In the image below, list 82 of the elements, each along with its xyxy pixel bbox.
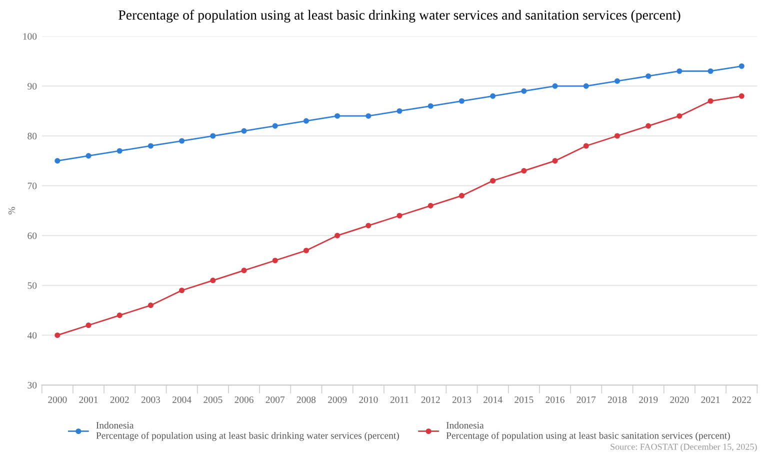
y-tick-label: 100 [23,33,37,40]
y-axis-title: % [8,206,15,214]
x-tick-label: 2006 [234,396,254,404]
point [738,93,744,99]
point [241,128,247,134]
x-tick-label: 2017 [576,396,596,404]
y-tick-label: 60 [28,232,37,240]
x-tick-label: 2001 [79,396,98,404]
x-tick-label: 2011 [390,396,408,404]
point [241,268,247,274]
y-tick-label: 70 [28,182,37,190]
point [428,103,434,109]
point [676,68,682,74]
point [334,232,340,238]
point [521,88,527,94]
point [366,113,372,119]
point [303,248,309,254]
point [552,83,558,89]
point [396,108,402,114]
point [86,322,92,328]
point [676,113,682,119]
point [708,68,714,74]
point [210,278,216,284]
point [54,332,60,338]
x-tick-label: 2004 [172,396,192,404]
point [148,143,154,149]
x-tick-label: 2007 [266,396,285,404]
x-tick-label: 2016 [546,396,564,404]
point [272,123,278,129]
point [708,98,714,104]
y-tick-label: 80 [28,132,37,140]
legend-label: Indonesia Percentage of population using at least basic drinking water services (percent) [96,422,399,441]
chart-title: Percentage of population using at least basic drinking water services and sanitation services (percent) [118,10,680,23]
point [614,78,620,84]
x-tick-label: 2019 [639,396,658,404]
x-tick-label: 2010 [359,396,378,404]
x-tick-label: 2009 [328,396,347,404]
point [116,148,122,154]
point [521,168,527,174]
y-tick-label: 90 [28,82,37,90]
source-note: Source: FAOSTAT (December 15, 2025) [610,443,757,452]
point [458,98,465,104]
x-tick-label: 2014 [484,396,502,404]
y-tick-label: 40 [27,332,37,339]
point [210,133,216,139]
point [552,158,558,164]
point [490,178,496,184]
x-tick-label: 2000 [48,396,67,404]
point [646,123,652,129]
point [738,63,744,69]
point [458,192,465,198]
point [396,212,402,218]
x-tick-label: 2002 [110,396,129,404]
point [148,302,154,308]
x-tick-label: 2015 [514,396,534,404]
x-tick-label: 2021 [701,396,720,404]
x-tick-label: 2018 [608,396,627,404]
point [179,288,185,294]
x-tick-label: 2005 [204,396,222,404]
point [583,143,589,149]
x-tick-label: 2008 [296,396,316,404]
point [366,222,372,228]
x-tick-label: 2013 [452,396,472,404]
y-tick-label: 50 [28,282,37,289]
point [646,73,652,79]
y-tick-label: 30 [28,382,37,389]
point [428,202,434,208]
point [272,258,278,264]
point [490,93,496,99]
point [334,113,340,119]
point [116,312,122,318]
x-tick-label: 2003 [141,396,160,404]
x-tick-label: 2022 [732,396,751,404]
point [86,153,92,159]
point [583,83,589,89]
x-tick-label: 2020 [670,396,689,404]
point [54,158,60,164]
point [179,138,185,144]
x-tick-label: 2012 [421,396,440,404]
point [614,133,620,139]
point [303,118,309,124]
legend-label: Indonesia Percentage of population using at least basic sanitation services (percent) [446,422,730,441]
